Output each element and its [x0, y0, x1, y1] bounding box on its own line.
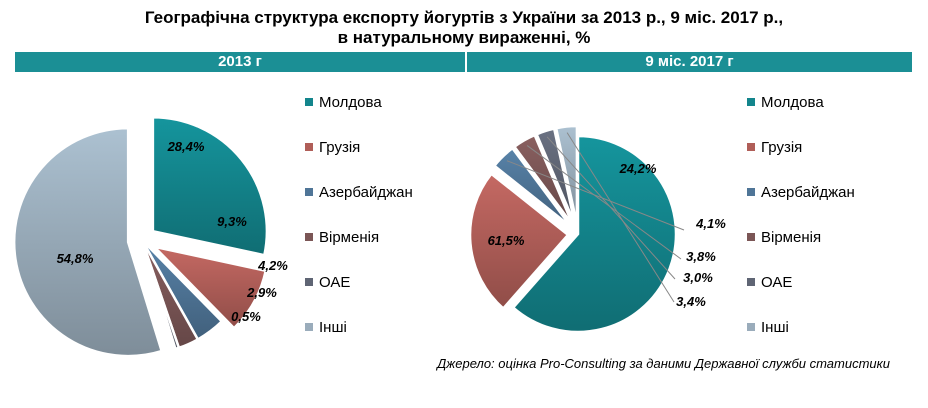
data-label-georgia: 9,3% — [217, 214, 247, 229]
leader-line-armenia — [526, 145, 682, 260]
legend-marker-other — [305, 323, 313, 331]
legend-marker-armenia — [747, 233, 755, 241]
pie-slice-moldova — [511, 134, 678, 334]
legend-marker-other — [747, 323, 755, 331]
leader-line-uae — [546, 136, 676, 280]
data-label-uae: 3,0% — [683, 270, 713, 285]
legend-label-other: Інші — [761, 319, 789, 336]
legend-marker-moldova — [747, 98, 755, 106]
legend-label-uae: ОАЕ — [319, 274, 350, 291]
legend-marker-georgia — [747, 143, 755, 151]
legend-label-georgia: Грузія — [319, 139, 360, 156]
pie-slice-azerbaijan — [492, 146, 573, 228]
leader-line-other — [566, 132, 675, 303]
data-label-other: 3,4% — [676, 294, 706, 309]
pie-2013: 28,4% 9,3% 4,2% 2,9% 0,5% 54,8% Молдова Грузія А… — [12, 94, 413, 358]
legend-marker-azerbaijan — [305, 188, 313, 196]
legend-label-armenia: Вірменія — [761, 229, 821, 246]
data-label-armenia: 3,8% — [686, 249, 716, 264]
pie-slice-georgia — [150, 244, 268, 330]
pie-slice-armenia — [512, 133, 575, 227]
pie-slice-georgia — [468, 172, 570, 311]
legend-label-azerbaijan: Азербайджан — [319, 184, 413, 201]
legend-marker-georgia — [305, 143, 313, 151]
data-label-azerbaijan: 4,2% — [257, 258, 288, 273]
pie-slice-other — [12, 126, 164, 358]
legend-label-moldova: Молдова — [319, 94, 382, 111]
data-label-azerbaijan: 4,1% — [695, 216, 726, 231]
legend-marker-armenia — [305, 233, 313, 241]
data-label-armenia: 2,9% — [246, 285, 277, 300]
legend-marker-uae — [747, 278, 755, 286]
legend-label-other: Інші — [319, 319, 347, 336]
pie-slice-uae — [140, 239, 181, 351]
legend-marker-uae — [305, 278, 313, 286]
legend-marker-azerbaijan — [747, 188, 755, 196]
data-label-moldova: 28,4% — [167, 139, 205, 154]
title-line-2: в натуральному вираженні, % — [337, 28, 591, 47]
source-note: Джерело: оцінка Pro-Consulting за даними… — [437, 356, 890, 371]
legend-label-armenia: Вірменія — [319, 229, 379, 246]
data-label-uae: 0,5% — [231, 309, 261, 324]
legend-label-moldova: Молдова — [761, 94, 824, 111]
data-label-moldova: 61,5% — [488, 233, 525, 248]
legend-label-georgia: Грузія — [761, 139, 802, 156]
title-line-1: Географічна структура експорту йогуртів … — [144, 8, 784, 27]
pie-2017: 61,5% 24,2% 4,1% 3,8% 3,0% 3,4% Молдова Грузія А… — [468, 94, 855, 336]
legend-label-azerbaijan: Азербайджан — [761, 184, 855, 201]
data-label-georgia: 24,2% — [619, 161, 657, 176]
pie-slice-moldova — [151, 115, 269, 257]
pie-2013-header: 2013 г — [15, 52, 465, 72]
pie-2017-header: 9 міс. 2017 г — [467, 52, 912, 72]
legend-marker-moldova — [305, 98, 313, 106]
legend-label-uae: ОАЕ — [761, 274, 792, 291]
pie-slice-uae — [534, 127, 577, 225]
data-label-other: 54,8% — [57, 251, 94, 266]
chart-title: Географічна структура експорту йогуртів … — [0, 8, 928, 48]
